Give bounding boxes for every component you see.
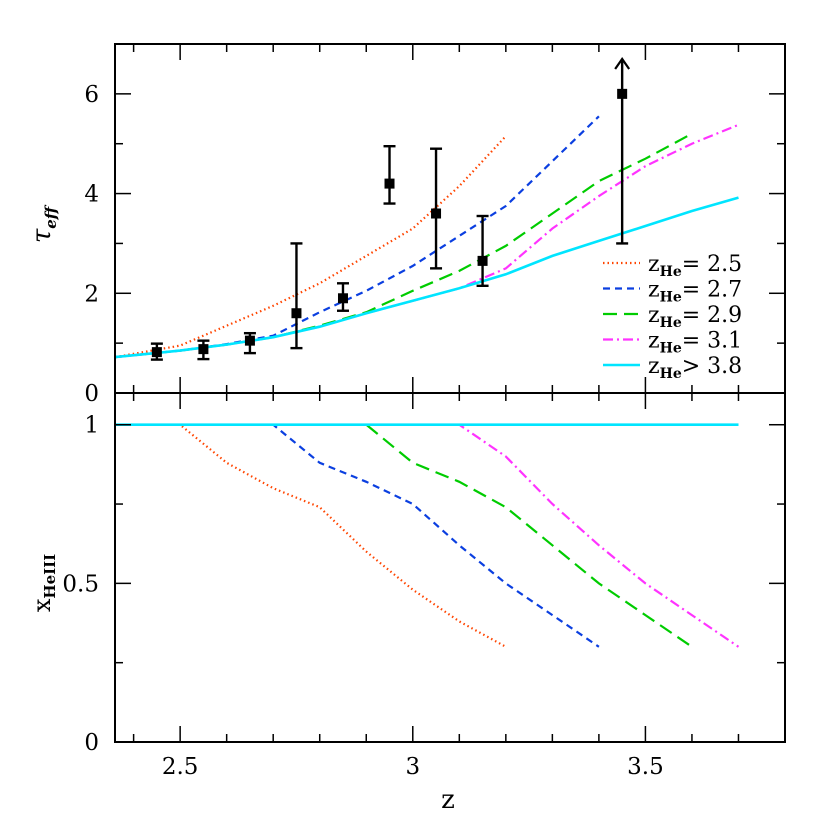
tau-eff-curve-2 bbox=[114, 115, 600, 359]
data-marker bbox=[477, 255, 488, 266]
legend-label: zHe> 3.8 bbox=[648, 354, 742, 382]
y-tick-label: 6 bbox=[84, 82, 99, 108]
legend-label-sub: He bbox=[660, 290, 682, 306]
tau-eff-curve-1 bbox=[114, 135, 507, 359]
data-marker bbox=[198, 344, 209, 355]
observations bbox=[150, 57, 631, 361]
data-marker bbox=[337, 293, 348, 304]
bottom-panel: 0 0.5 1 2.5 3 3.5 xHeIII z bbox=[28, 392, 786, 815]
legend-label: zHe= 2.9 bbox=[648, 303, 742, 331]
legend-label-value: = 2.5 bbox=[682, 252, 742, 277]
x-tick-label: 3.5 bbox=[627, 754, 664, 780]
legend-label-value: = 3.1 bbox=[682, 329, 742, 354]
observation-point bbox=[383, 145, 396, 205]
xheiii-symbol: x bbox=[28, 598, 56, 612]
legend-item: zHe= 2.9 bbox=[603, 303, 742, 331]
bottom-panel-frame bbox=[114, 392, 786, 743]
legend-label-sub: He bbox=[660, 366, 682, 382]
x-tick-label: 2.5 bbox=[162, 754, 199, 780]
observation-point bbox=[243, 331, 256, 355]
observation-point bbox=[430, 147, 443, 270]
observation-point bbox=[614, 57, 631, 245]
legend-label-value: > 3.8 bbox=[682, 354, 742, 379]
y-tick-label: 0.5 bbox=[62, 571, 99, 597]
lower-limit-arrow bbox=[614, 57, 631, 70]
tau-eff-curve-5 bbox=[114, 196, 739, 359]
legend-label-main: z bbox=[648, 303, 660, 328]
top-ticks: 0 2 4 6 bbox=[84, 43, 785, 407]
data-marker bbox=[431, 208, 442, 219]
legend-item: zHe= 3.1 bbox=[603, 329, 742, 357]
legend-label-sub: He bbox=[660, 264, 682, 280]
tau-subscript: eff bbox=[42, 204, 60, 229]
legend-label-value: = 2.9 bbox=[682, 303, 742, 328]
y-tick-label: 4 bbox=[84, 182, 99, 208]
data-marker bbox=[617, 88, 628, 99]
legend-label: zHe= 2.5 bbox=[648, 252, 742, 280]
top-y-axis-label: τeff bbox=[27, 204, 60, 243]
bottom-ticks: 0 0.5 1 2.5 3 3.5 bbox=[62, 393, 785, 780]
legend-label-sub: He bbox=[660, 315, 682, 331]
legend-label-value: = 2.7 bbox=[682, 278, 742, 303]
data-marker bbox=[291, 308, 302, 319]
x-tick-label: 3 bbox=[405, 754, 420, 780]
xheiii-curve-2 bbox=[115, 423, 600, 648]
x-axis-label: z bbox=[441, 785, 455, 815]
legend-label: zHe= 2.7 bbox=[648, 278, 742, 306]
xheiii-curve-3 bbox=[115, 423, 693, 648]
observation-point bbox=[476, 214, 489, 288]
observation-point bbox=[197, 339, 210, 361]
data-marker bbox=[384, 178, 395, 189]
legend-label: zHe= 3.1 bbox=[648, 329, 742, 357]
legend-label-main: z bbox=[648, 354, 660, 379]
legend-label-main: z bbox=[648, 329, 660, 354]
y-tick-label: 2 bbox=[84, 281, 99, 307]
legend-label-sub: He bbox=[660, 341, 682, 357]
xheiii-subscript: HeIII bbox=[41, 554, 59, 599]
bottom-curves bbox=[115, 423, 740, 648]
observation-point bbox=[150, 342, 163, 361]
legend-item: zHe> 3.8 bbox=[603, 354, 742, 382]
observation-point bbox=[290, 242, 303, 350]
legend-label-main: z bbox=[648, 252, 660, 277]
y-tick-label: 1 bbox=[84, 413, 99, 439]
top-curves bbox=[114, 115, 739, 359]
legend-label-main: z bbox=[648, 278, 660, 303]
legend-item: zHe= 2.5 bbox=[603, 252, 742, 280]
data-marker bbox=[244, 335, 255, 346]
observation-point bbox=[336, 282, 349, 312]
data-marker bbox=[151, 347, 162, 358]
legend-item: zHe= 2.7 bbox=[603, 278, 742, 306]
bottom-y-axis-label: xHeIII bbox=[28, 554, 59, 612]
y-tick-label: 0 bbox=[84, 730, 99, 756]
tau-symbol: τ bbox=[27, 228, 57, 243]
y-tick-label: 0 bbox=[84, 381, 99, 407]
tau-eff-curve-3 bbox=[114, 132, 693, 359]
